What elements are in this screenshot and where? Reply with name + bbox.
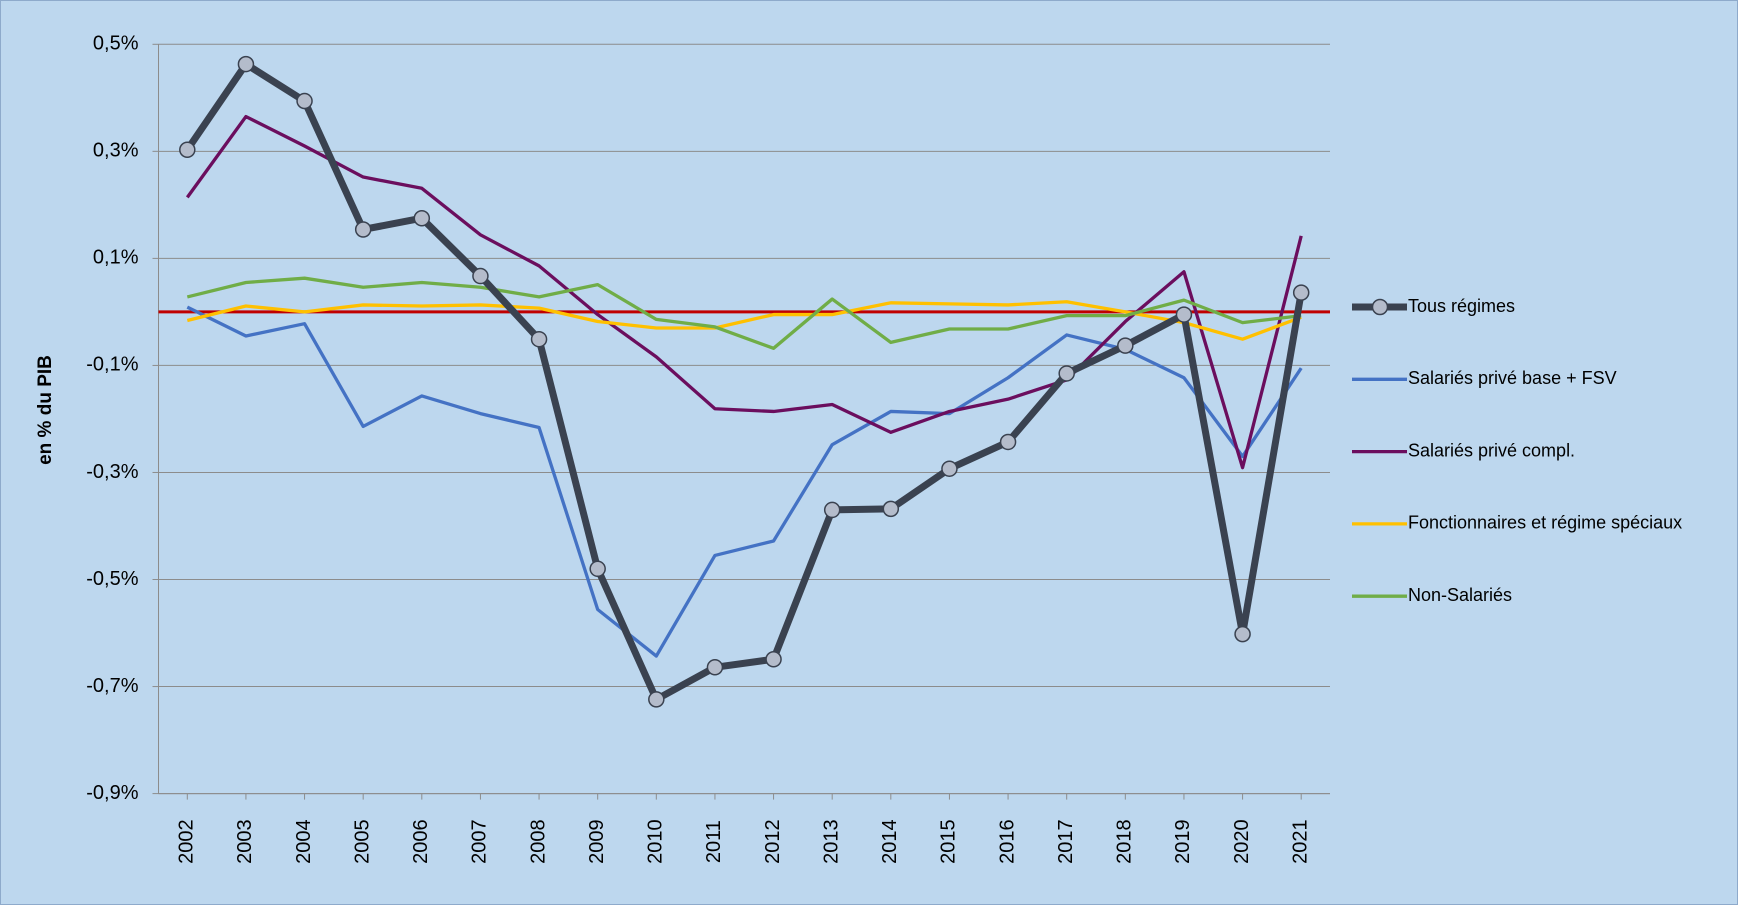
x-tick-label: 2009 xyxy=(586,819,608,864)
x-tick-label: 2012 xyxy=(762,819,784,864)
data-point xyxy=(354,221,372,238)
x-tick-label: 2004 xyxy=(293,819,315,864)
series-line xyxy=(186,276,1302,350)
x-tick-label: 2007 xyxy=(469,819,491,864)
x-tick-label: 2010 xyxy=(645,819,667,864)
x-tick-label: 2016 xyxy=(996,819,1018,864)
data-point xyxy=(472,267,489,285)
data-point xyxy=(530,330,548,348)
data-point xyxy=(237,55,255,73)
series-line xyxy=(186,300,1302,341)
x-tick-label: 2019 xyxy=(1172,819,1194,864)
y-tick-label: -0,1% xyxy=(86,354,138,376)
series-line xyxy=(184,60,1305,703)
y-axis-label: en % du PIB xyxy=(35,355,56,465)
data-point xyxy=(1175,306,1193,323)
legend-label: Non-Salariés xyxy=(1408,585,1512,605)
data-point xyxy=(1117,337,1134,354)
data-point xyxy=(823,501,841,519)
y-tick-label: -0,3% xyxy=(86,461,138,483)
data-point xyxy=(941,460,958,477)
x-tick-label: 2020 xyxy=(1231,819,1253,864)
data-point xyxy=(296,92,313,110)
data-point xyxy=(706,659,724,676)
legend-label: Tous régimes xyxy=(1408,296,1515,316)
x-tick-label: 2013 xyxy=(820,819,842,864)
legend-label: Salariés privé base + FSV xyxy=(1408,368,1617,388)
data-point xyxy=(882,500,900,518)
x-tick-label: 2003 xyxy=(234,819,256,864)
data-point xyxy=(179,141,196,158)
series-line xyxy=(185,114,1303,470)
y-tick-label: 0,1% xyxy=(93,247,139,269)
x-tick-label: 2018 xyxy=(1114,819,1136,864)
y-tick-label: 0,5% xyxy=(93,33,139,55)
data-point xyxy=(1292,284,1310,301)
x-tick-label: 2002 xyxy=(176,819,198,864)
x-tick-label: 2006 xyxy=(410,819,432,864)
x-tick-label: 2015 xyxy=(938,819,960,864)
data-point xyxy=(413,209,431,227)
x-tick-label: 2005 xyxy=(351,819,373,864)
legend-label: Salariés privé compl. xyxy=(1408,440,1575,460)
x-tick-label: 2017 xyxy=(1055,819,1077,864)
x-tick-label: 2011 xyxy=(703,820,725,863)
data-point xyxy=(765,651,782,668)
x-tick-label: 2014 xyxy=(879,819,901,864)
data-point xyxy=(589,560,606,578)
y-tick-label: 0,3% xyxy=(93,140,139,162)
legend-marker xyxy=(1371,298,1389,316)
data-point xyxy=(648,691,665,708)
data-point xyxy=(999,433,1017,451)
x-tick-label: 2008 xyxy=(527,819,549,864)
y-tick-label: -0,7% xyxy=(86,675,138,697)
data-point xyxy=(1234,625,1251,643)
data-point xyxy=(1058,365,1075,382)
y-tick-label: -0,9% xyxy=(86,782,138,804)
y-tick-label: -0,5% xyxy=(86,568,138,590)
legend-label: Fonctionnaires et régime spéciaux xyxy=(1408,513,1682,533)
x-tick-label: 2021 xyxy=(1289,819,1311,864)
